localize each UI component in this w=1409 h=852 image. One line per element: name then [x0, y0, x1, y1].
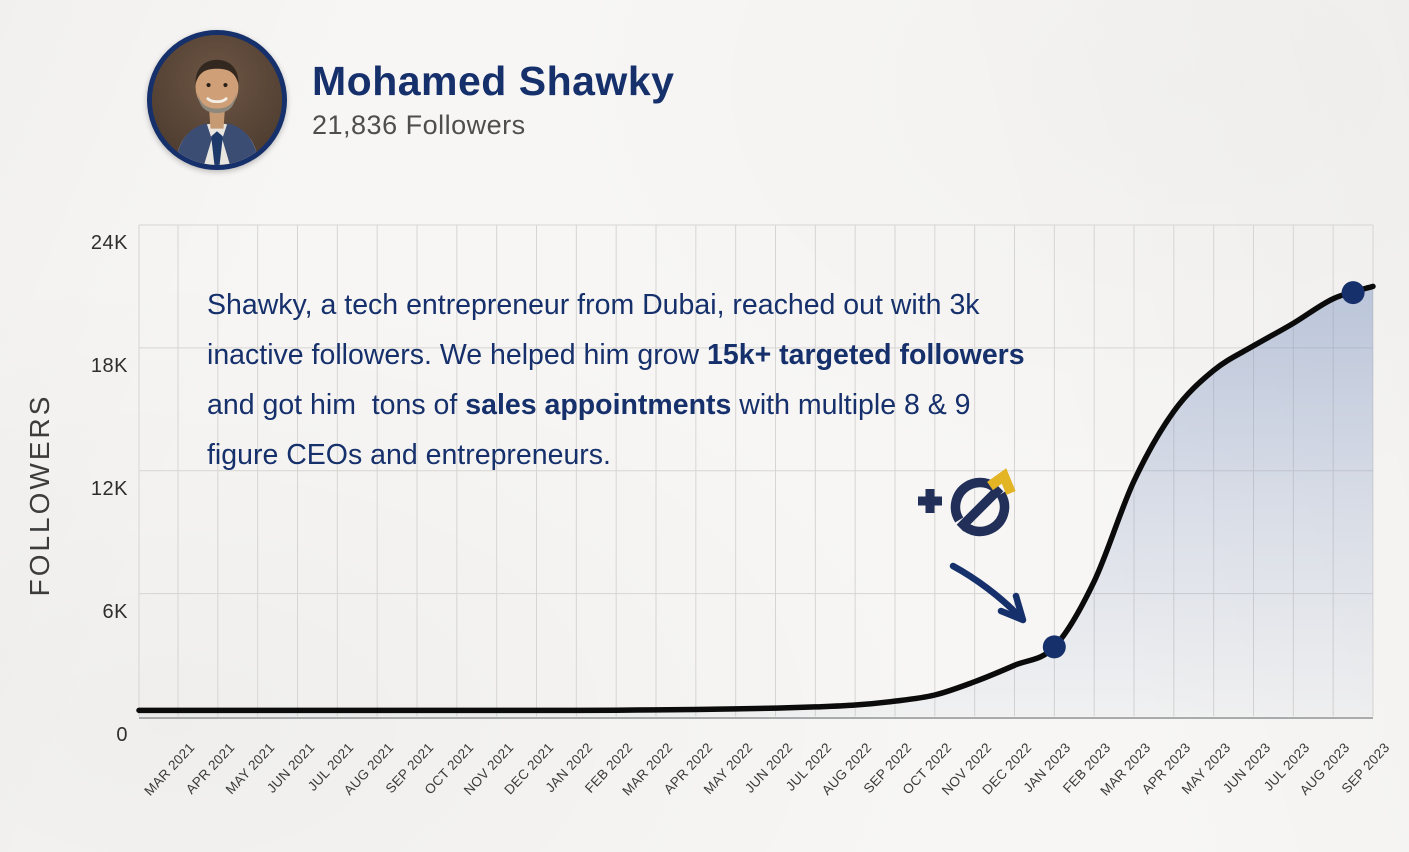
story-line2a: inactive followers. We helped him grow	[207, 339, 708, 371]
growth-curve	[136, 283, 1376, 714]
story-line1: Shawky, a tech entrepreneur from Dubai, …	[207, 289, 980, 321]
data-point-dots	[1042, 281, 1365, 659]
story-line3a: and got him tons of	[207, 389, 466, 421]
logo-s-diagonal	[956, 484, 1004, 532]
y-tick-label: 6K	[102, 600, 128, 623]
story-highlight-followers: 15k+ targeted followers	[707, 339, 1025, 371]
story-highlight-appointments: sales appointments	[465, 389, 732, 421]
profile-name: Mohamed Shawky	[312, 57, 675, 104]
logo-gold-corner	[987, 468, 1016, 495]
profile-photo	[152, 35, 282, 165]
story-line4: figure CEOs and entrepreneurs.	[207, 439, 611, 471]
story-line3c: with multiple 8 & 9	[731, 389, 971, 421]
y-tick-label: 0	[116, 723, 128, 746]
brand-logo	[918, 468, 1016, 537]
end-dot	[1341, 281, 1365, 305]
plus-icon	[918, 489, 942, 513]
profile-header: Mohamed Shawky 21,836 Followers	[147, 30, 674, 170]
y-axis-title: FOLLOWERS	[24, 393, 55, 597]
case-study-text: Shawky, a tech entrepreneur from Dubai, …	[207, 280, 1187, 480]
annotation-arrow	[949, 562, 1027, 624]
followers-count: 21,836 Followers	[312, 110, 526, 141]
start-dot	[1042, 635, 1066, 659]
y-tick-label: 12K	[90, 477, 128, 500]
y-tick-label: 24K	[90, 232, 128, 254]
avatar	[147, 30, 287, 170]
y-tick-label: 18K	[90, 354, 128, 377]
